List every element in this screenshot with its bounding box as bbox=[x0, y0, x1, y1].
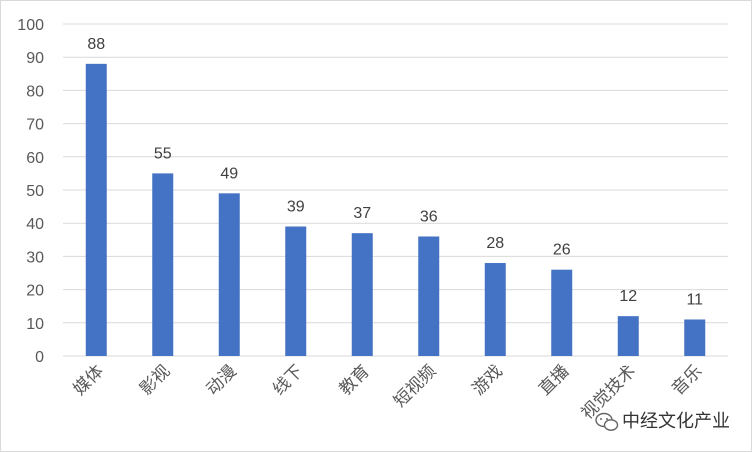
y-tick-label: 100 bbox=[17, 17, 44, 34]
y-tick-label: 90 bbox=[26, 50, 44, 67]
bar bbox=[484, 263, 506, 356]
bar bbox=[218, 193, 240, 356]
x-tick-label: 音乐 bbox=[668, 361, 706, 399]
gridlines bbox=[63, 23, 728, 357]
data-label: 49 bbox=[220, 165, 238, 182]
x-tick-label: 媒体 bbox=[70, 361, 108, 399]
bar bbox=[85, 63, 107, 357]
watermark: 中经文化产业 bbox=[595, 411, 730, 432]
x-tick-label: 直播 bbox=[535, 361, 573, 399]
data-label: 88 bbox=[87, 36, 105, 53]
y-tick-label: 30 bbox=[26, 249, 44, 266]
x-axis-categories: 媒体 影视 动漫 线下 教育 短视频 游戏 直播 视觉技术 音乐 bbox=[70, 361, 707, 423]
data-label: 37 bbox=[353, 205, 371, 222]
y-tick-label: 50 bbox=[26, 183, 44, 200]
data-label: 26 bbox=[553, 242, 571, 259]
bar bbox=[418, 236, 440, 356]
y-tick-label: 40 bbox=[26, 216, 44, 233]
bar bbox=[617, 316, 639, 356]
y-axis-ticks: 0 10 20 30 40 50 60 70 80 90 100 bbox=[17, 17, 44, 366]
bar bbox=[285, 226, 307, 356]
watermark-text: 中经文化产业 bbox=[622, 411, 730, 432]
bar bbox=[152, 173, 174, 356]
x-tick-label: 影视 bbox=[136, 361, 174, 399]
bar bbox=[351, 233, 373, 356]
y-tick-label: 10 bbox=[26, 316, 44, 333]
y-tick-label: 20 bbox=[26, 283, 44, 300]
data-label: 28 bbox=[486, 235, 504, 252]
bar bbox=[684, 319, 706, 356]
y-tick-label: 0 bbox=[35, 349, 44, 366]
bars bbox=[85, 63, 706, 357]
data-labels: 88 55 49 39 37 36 28 26 12 11 bbox=[87, 36, 703, 309]
data-label: 12 bbox=[619, 288, 637, 305]
bar bbox=[551, 269, 573, 356]
x-tick-label: 线下 bbox=[269, 361, 307, 399]
x-tick-label: 教育 bbox=[336, 361, 374, 399]
data-label: 39 bbox=[287, 199, 305, 216]
x-tick-label: 动漫 bbox=[203, 361, 241, 399]
y-tick-label: 80 bbox=[26, 83, 44, 100]
x-tick-label: 短视频 bbox=[390, 361, 440, 411]
data-label: 36 bbox=[420, 208, 438, 225]
x-tick-label: 游戏 bbox=[469, 361, 507, 399]
data-label: 11 bbox=[686, 291, 703, 308]
y-tick-label: 70 bbox=[26, 117, 44, 134]
wechat-icon bbox=[595, 412, 619, 431]
data-label: 55 bbox=[154, 145, 172, 162]
y-tick-label: 60 bbox=[26, 150, 44, 167]
